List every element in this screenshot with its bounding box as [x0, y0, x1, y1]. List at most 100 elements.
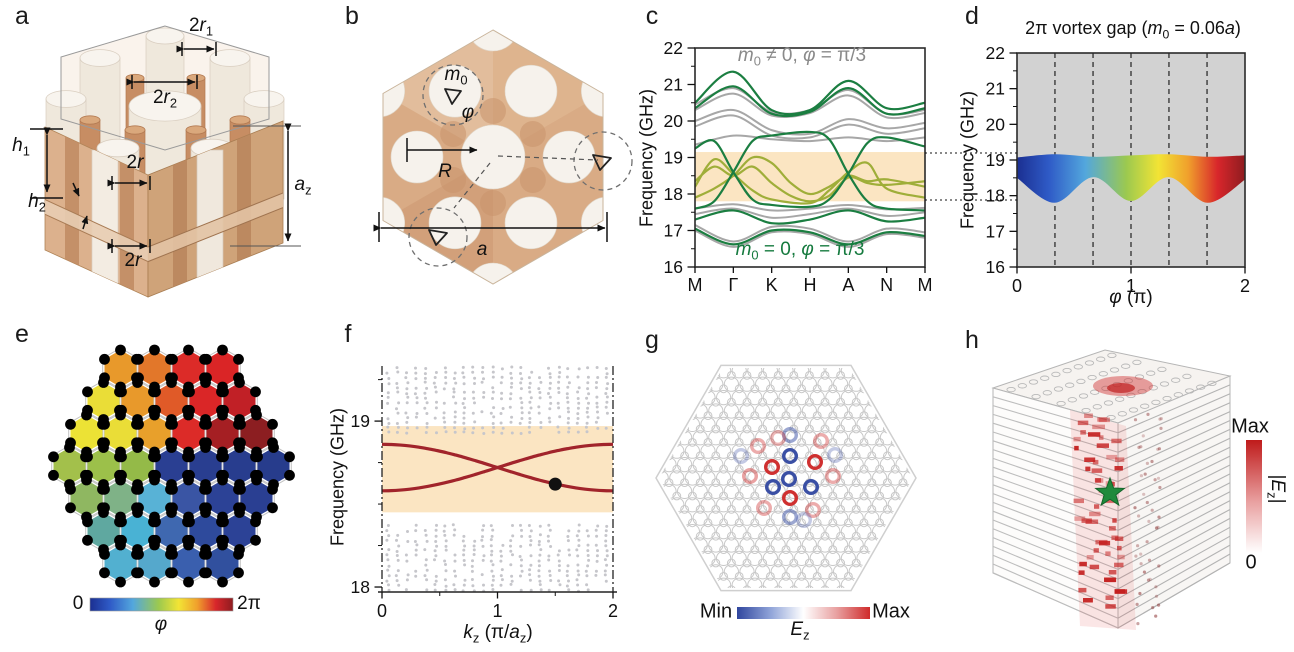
panel-h-label: h: [965, 325, 979, 354]
colorbar-e-min: 0: [72, 593, 84, 615]
ytick-label: 18: [351, 577, 370, 597]
text-segment: |: [1267, 498, 1289, 504]
unitcell-annotations: [373, 138, 608, 242]
panel-c-label: c: [645, 1, 659, 30]
xtick-label: K: [766, 275, 778, 295]
xtick-label: 0: [1012, 276, 1022, 296]
ytick-label: 20: [986, 114, 1006, 134]
band-curve-m0_zero: [695, 158, 925, 205]
text-segment: r: [135, 250, 142, 272]
phase-cluster: [206, 545, 239, 582]
panel-c-band-structure: 16 17 18 19 20 21 22 M Γ K H A N M: [628, 0, 964, 312]
text-segment: (π): [1121, 287, 1153, 309]
phase-cluster: [223, 382, 256, 420]
panel-d-xlabel: φ (π): [1109, 288, 1152, 308]
xtick-label: 2: [1240, 276, 1250, 296]
label-R: R: [438, 162, 452, 182]
axis-ticks: [687, 47, 926, 273]
field-ring: [764, 478, 781, 495]
colorbar-h-max: Max: [1231, 415, 1269, 438]
gap-connector-svg: [925, 152, 1019, 201]
phase-cluster: [223, 512, 256, 550]
colorbar-g-label: Ez: [790, 619, 810, 643]
bulk-spectrum-dots: [385, 365, 610, 593]
field-ring: [802, 478, 819, 495]
text-segment: m: [444, 63, 461, 85]
colorbar-h-min: 0: [1245, 551, 1257, 574]
lattice-dots: [48, 344, 295, 588]
phase-cluster: [223, 447, 256, 485]
panel-d-title: 2π vortex gap (m0 = 0.06a): [1025, 17, 1241, 41]
text-segment: = 0.06: [1169, 17, 1225, 38]
edge-curve: [381, 442, 614, 493]
ytick-label: 22: [986, 43, 1005, 63]
phase-cluster: [189, 447, 222, 485]
phase-cluster: [104, 350, 137, 387]
panel-f-xlabel: kz (π/az): [463, 622, 532, 645]
panel-f-ylabel: Frequency (GHz): [327, 407, 348, 547]
xtick-label: 0: [377, 601, 387, 621]
text-segment: r: [199, 14, 206, 36]
text-segment: R: [438, 161, 452, 183]
panel-c-annotation-nonzero: m0 ≠ 0, φ = π/3: [738, 44, 867, 68]
text-segment: 2: [124, 250, 136, 272]
colorbar-e-max: 2π: [237, 593, 261, 615]
colorbar-g-min: Min: [699, 600, 733, 623]
field-ring: [780, 470, 797, 487]
ytick-label: 21: [986, 79, 1005, 99]
panel-b-label: b: [345, 1, 359, 30]
rod-lattice: [659, 368, 913, 588]
phase-cluster: [104, 480, 137, 517]
ytick-label: 16: [986, 257, 1005, 277]
phase-cluster: [155, 512, 188, 550]
axis-tick-labels: 16 17 18 19 20 21 22 M Γ K H A N M: [664, 38, 933, 295]
text-segment: 2: [169, 95, 178, 111]
text-segment: a: [1224, 17, 1235, 38]
dim-2r-bottom-label: 2r: [125, 251, 142, 271]
field-ring: [781, 426, 798, 443]
text-segment: = 0,: [758, 238, 802, 260]
text-segment: a: [476, 239, 488, 261]
text-segment: φ: [1109, 287, 1122, 309]
field-ring: [732, 447, 749, 464]
text-segment: 0: [751, 247, 759, 263]
text-segment: h: [12, 134, 23, 156]
field-ring: [749, 437, 766, 454]
text-segment: ≠ 0,: [760, 44, 804, 66]
source-star: [1094, 476, 1126, 507]
phase-cluster: [206, 480, 239, 517]
phase-cluster: [189, 382, 222, 420]
text-segment: = π/3: [813, 238, 865, 260]
phase-cluster: [121, 512, 154, 550]
label-a: a: [477, 240, 488, 260]
phase-cluster: [87, 382, 120, 420]
band-structure-chart: 16 17 18 19 20 21 22 M Γ K H A N M: [664, 38, 933, 295]
xtick-label: M: [918, 275, 933, 295]
colorbar-e-label: φ: [155, 615, 167, 635]
text-segment: r: [137, 152, 144, 174]
phase-cluster: [121, 447, 154, 485]
phase-cluster: [172, 350, 205, 387]
phase-cluster: [138, 545, 171, 582]
ytick-label: 19: [351, 411, 370, 431]
dotted-connectors: [925, 152, 1019, 201]
text-segment: = π/3: [815, 44, 867, 66]
panel-a-label: a: [15, 1, 29, 30]
cluster-fills: [53, 350, 290, 582]
ytick-label: 18: [664, 184, 683, 204]
mode-marker: [548, 477, 562, 491]
defect-band-chart: 18 19 0 1 2: [351, 365, 618, 621]
band-curve-m0_nonzero: [695, 109, 925, 136]
phase-cluster: [121, 382, 154, 420]
panel-f-label: f: [344, 319, 352, 348]
band-curve-m0_zero: [695, 136, 925, 209]
ytick-label: 16: [664, 257, 683, 277]
text-segment: ): [1234, 17, 1241, 38]
xtick-label: M: [688, 275, 703, 295]
text-segment: m: [1147, 17, 1163, 38]
text-segment: z: [803, 627, 810, 643]
stack-drawing: [991, 349, 1232, 630]
band-curve-m0_zero: [695, 209, 925, 225]
unitcell-top-figure: [373, 29, 633, 285]
ytick-label: 17: [986, 221, 1005, 241]
